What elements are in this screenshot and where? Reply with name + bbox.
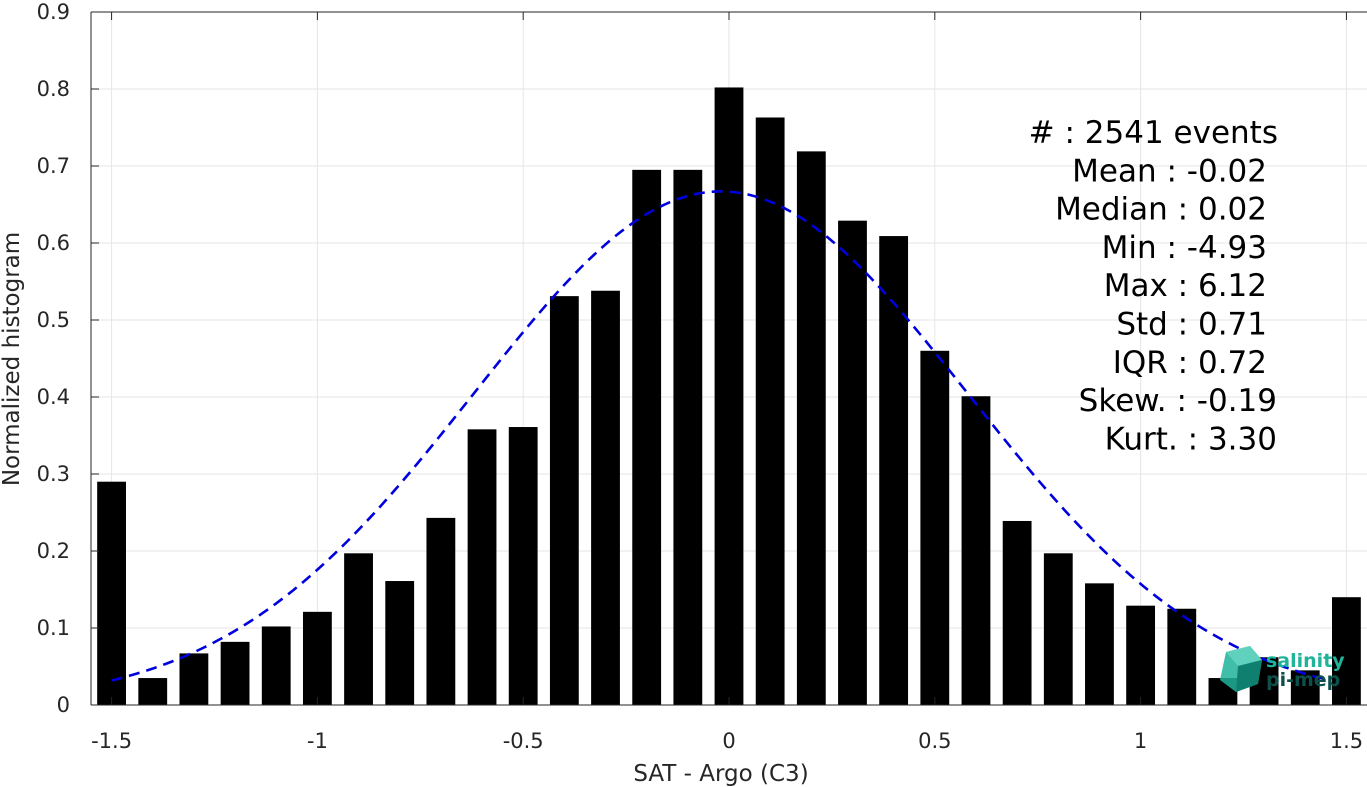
x-tick-label: 1.5 [1330,729,1363,753]
histogram-bars [97,87,1361,706]
x-tick-label: 1 [1134,729,1147,753]
histogram-bar [961,396,991,705]
x-tick-label: -1.5 [91,729,132,753]
stat-line: Mean : -0.02 [1072,153,1267,189]
logo-line2: pi-mep [1266,669,1340,691]
stat-line: Min : -4.93 [1102,230,1267,266]
histogram-bar [1002,520,1032,705]
histogram-bar [302,611,332,705]
salinity-pimep-logo: salinity pi-mep [1220,646,1345,692]
histogram-bar [549,296,579,705]
y-tick-label: 0.8 [37,77,70,101]
gaussian-fit [111,190,1327,682]
histogram-bar [426,517,456,705]
histogram-bar [838,220,867,706]
y-tick-label: 0.6 [37,231,70,255]
y-tick-label: 0 [57,693,70,717]
stat-line: Std : 0.71 [1116,307,1267,343]
stat-line: Median : 0.02 [1055,192,1267,228]
histogram-bar [1126,605,1156,705]
y-tick-label: 0.5 [37,308,70,332]
stat-line: IQR : 0.72 [1113,345,1267,381]
axes [90,11,1367,706]
y-tick-label: 0.3 [37,462,70,486]
x-tick-label: -1 [307,729,328,753]
y-tick-label: 0.7 [37,154,70,178]
stat-line: Skew. : -0.19 [1079,383,1277,419]
histogram-bar [879,236,909,705]
histogram-bar [632,169,662,706]
histogram-bar [1043,553,1073,705]
histogram-bar [467,429,497,705]
histogram-bar [714,87,744,705]
logo-line1: salinity [1266,650,1345,672]
cube-logo-icon [1220,646,1262,692]
gaussian-fit-line [111,190,1327,682]
histogram-bar [1332,597,1361,705]
histogram-bar [179,653,209,705]
y-axis-label: Normalized histogram [0,232,25,486]
histogram-bar [138,678,168,705]
histogram-bar [1167,608,1197,705]
x-tick-label: -0.5 [503,729,544,753]
y-tick-label: 0.4 [37,385,70,409]
histogram-bar [261,626,291,705]
x-axis-label: SAT - Argo (C3) [633,761,808,787]
histogram-bar [385,581,415,705]
y-tick-label: 0.9 [37,0,70,24]
histogram-bar [755,117,785,706]
x-tick-label: 0 [722,729,735,753]
histogram-bar [508,427,538,705]
y-tick-label: 0.1 [37,616,70,640]
histogram-bar [591,290,620,705]
x-tick-label: 0.5 [918,729,951,753]
y-tick-label: 0.2 [37,539,70,563]
histogram-bar [1085,583,1114,705]
stat-line: Kurt. : 3.30 [1105,421,1277,457]
histogram-bar [920,350,950,705]
histogram-bar [344,553,373,705]
histogram-bar [97,481,126,705]
tick-labels: -1.5 -1 -0.5 0 0.5 1 1.5 0 0.1 0.2 0.3 0.4 0.5 0.6 0.7… [37,0,1364,753]
stat-line: # : 2541 events [1029,115,1278,151]
histogram-bar [673,169,703,706]
histogram-bar [220,641,250,705]
histogram-bar [796,151,826,705]
stat-line: Max : 6.12 [1104,268,1267,304]
